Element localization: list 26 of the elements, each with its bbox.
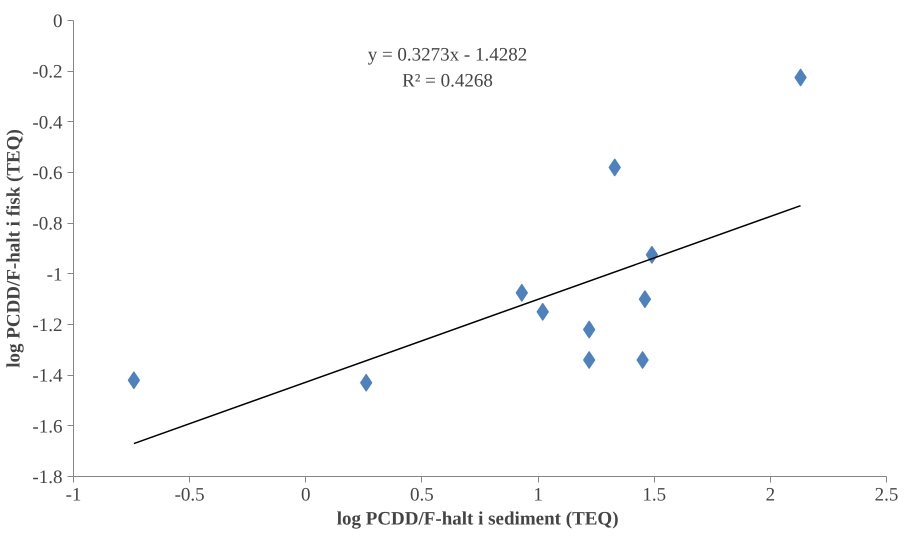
y-tick-label: -0.6 (32, 163, 62, 184)
y-tick-label: -0.8 (32, 214, 62, 235)
y-tick-label: -1.4 (32, 366, 63, 387)
y-tick-label: -1.6 (32, 416, 62, 438)
annotation: y = 0.3273x - 1.4282 (368, 44, 528, 66)
x-tick-label: 2 (766, 484, 776, 506)
point (636, 350, 649, 369)
y-tick-label: -1 (46, 264, 62, 286)
point (794, 68, 807, 86)
y-axis-title: log PCDD/F-halt i fisk (TEQ) (3, 129, 24, 368)
y-tick-label: -0.4 (32, 112, 63, 134)
x-tick-label: 0 (301, 484, 311, 506)
x-tick-label: 0.5 (410, 484, 434, 506)
x-tick-label: 2.5 (874, 484, 898, 506)
x-tick-label: 1.5 (642, 484, 666, 506)
point (638, 290, 652, 308)
x-axis-title: log PCDD/F-halt i sediment (TEQ) (336, 508, 619, 530)
x-tick-label: 1 (533, 484, 543, 506)
annotation: R² = 0.4268 (402, 70, 493, 92)
y-tick-label: -1.8 (32, 467, 62, 488)
x-tick-label: -0.5 (174, 484, 205, 506)
point (128, 371, 140, 390)
y-tick-label: -0.2 (32, 62, 62, 83)
y-tick-label: -1.2 (32, 315, 62, 336)
x-tick-label: -1 (66, 484, 82, 506)
y-tick-label: 0 (53, 11, 62, 32)
